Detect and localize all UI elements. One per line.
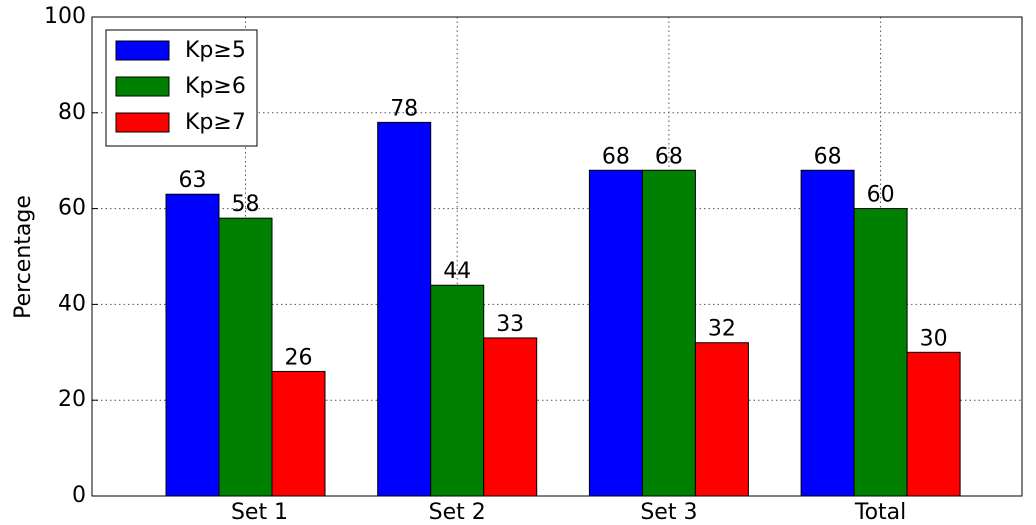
value-label: 26 xyxy=(285,345,313,370)
value-label: 58 xyxy=(232,192,260,217)
y-axis-label: Percentage xyxy=(11,195,36,319)
y-tick-label: 80 xyxy=(58,100,86,125)
bar xyxy=(430,284,485,497)
x-tick-label: Set 2 xyxy=(429,500,486,525)
y-tick-label: 100 xyxy=(44,4,86,29)
bar xyxy=(694,342,749,497)
legend-swatch xyxy=(115,76,170,97)
legend-swatch xyxy=(115,112,170,133)
bar xyxy=(641,169,696,497)
value-label: 68 xyxy=(602,144,630,169)
bar xyxy=(906,351,961,497)
x-tick-label: Total xyxy=(854,500,906,525)
plot-frame xyxy=(91,16,1023,497)
value-label: 44 xyxy=(443,259,471,284)
value-label: 32 xyxy=(708,317,736,342)
legend-label: Kp≥6 xyxy=(185,74,246,99)
bar xyxy=(853,208,908,497)
x-tick-label: Set 1 xyxy=(231,500,288,525)
bar xyxy=(588,169,643,497)
legend-label: Kp≥5 xyxy=(185,38,246,63)
bar xyxy=(271,370,326,497)
value-label: 60 xyxy=(867,183,895,208)
value-label: 68 xyxy=(655,144,683,169)
y-tick-label: 0 xyxy=(72,483,86,508)
bar xyxy=(483,337,538,497)
value-label: 63 xyxy=(179,168,207,193)
legend-label: Kp≥7 xyxy=(185,110,246,135)
value-label: 68 xyxy=(814,144,842,169)
y-tick-label: 40 xyxy=(58,291,86,316)
bar xyxy=(377,121,432,497)
bar xyxy=(165,193,220,497)
bar xyxy=(218,217,273,497)
value-label: 78 xyxy=(390,96,418,121)
value-label: 33 xyxy=(496,312,524,337)
x-tick-label: Set 3 xyxy=(640,500,697,525)
legend-swatch xyxy=(115,40,170,61)
bar xyxy=(800,169,855,497)
y-tick-label: 20 xyxy=(58,387,86,412)
y-tick-label: 60 xyxy=(58,196,86,221)
value-label: 30 xyxy=(920,326,948,351)
